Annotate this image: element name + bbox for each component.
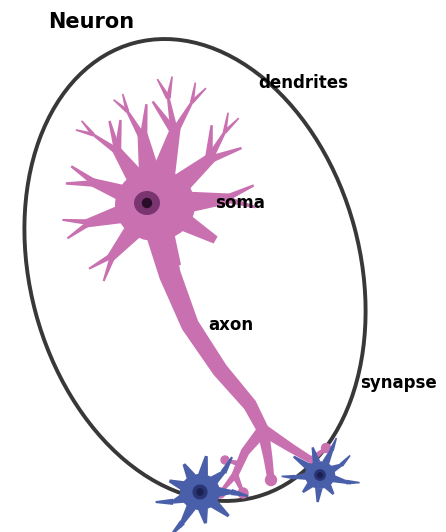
Polygon shape (140, 104, 148, 139)
Polygon shape (219, 473, 238, 494)
Polygon shape (207, 147, 242, 164)
Circle shape (318, 472, 322, 477)
Polygon shape (152, 101, 178, 135)
Polygon shape (223, 112, 229, 132)
Polygon shape (315, 488, 322, 502)
Polygon shape (332, 475, 351, 485)
Polygon shape (122, 94, 129, 112)
Polygon shape (170, 520, 185, 532)
Polygon shape (169, 206, 218, 244)
Polygon shape (148, 234, 268, 433)
Polygon shape (114, 120, 122, 152)
Polygon shape (153, 222, 181, 268)
Polygon shape (137, 133, 163, 186)
Polygon shape (75, 129, 94, 137)
Polygon shape (260, 425, 313, 463)
Polygon shape (210, 500, 230, 517)
Polygon shape (293, 455, 311, 470)
Text: synapse: synapse (360, 374, 437, 392)
Polygon shape (198, 509, 208, 523)
Polygon shape (84, 200, 136, 228)
Polygon shape (166, 76, 173, 98)
Circle shape (197, 489, 203, 495)
Polygon shape (225, 459, 241, 467)
Polygon shape (231, 489, 248, 497)
Polygon shape (309, 457, 330, 473)
Circle shape (238, 488, 248, 498)
Ellipse shape (180, 474, 220, 510)
Polygon shape (223, 184, 254, 202)
Polygon shape (346, 480, 359, 485)
Polygon shape (103, 254, 116, 281)
Ellipse shape (134, 191, 160, 215)
Polygon shape (112, 145, 151, 193)
Polygon shape (232, 473, 244, 494)
Circle shape (215, 488, 225, 498)
Polygon shape (66, 180, 96, 187)
Polygon shape (149, 127, 181, 184)
Polygon shape (171, 99, 194, 135)
Polygon shape (178, 505, 196, 528)
Circle shape (143, 198, 152, 207)
Polygon shape (91, 132, 120, 155)
Polygon shape (224, 196, 256, 209)
Polygon shape (108, 121, 121, 153)
Polygon shape (329, 438, 337, 451)
Polygon shape (210, 469, 227, 485)
Polygon shape (330, 463, 343, 473)
Polygon shape (182, 463, 196, 479)
Polygon shape (107, 215, 149, 261)
Polygon shape (167, 95, 178, 133)
Circle shape (325, 468, 334, 477)
Circle shape (322, 444, 330, 453)
Polygon shape (291, 472, 307, 480)
Polygon shape (190, 82, 196, 103)
Polygon shape (70, 165, 98, 186)
Polygon shape (221, 456, 233, 474)
Text: Neuron: Neuron (48, 12, 134, 32)
Polygon shape (281, 475, 295, 479)
Polygon shape (302, 481, 313, 493)
Polygon shape (125, 108, 147, 141)
Ellipse shape (115, 169, 195, 241)
Polygon shape (223, 118, 240, 134)
Circle shape (221, 456, 229, 464)
Polygon shape (205, 125, 213, 160)
Polygon shape (232, 426, 268, 476)
Polygon shape (325, 484, 334, 495)
Polygon shape (156, 498, 173, 505)
Polygon shape (81, 120, 95, 136)
Ellipse shape (305, 461, 335, 489)
Polygon shape (311, 447, 320, 463)
Text: soma: soma (215, 194, 265, 212)
Circle shape (193, 485, 207, 499)
Polygon shape (164, 153, 216, 200)
Polygon shape (322, 445, 334, 464)
Polygon shape (257, 429, 274, 480)
Polygon shape (309, 447, 327, 463)
Polygon shape (157, 79, 170, 99)
Polygon shape (218, 487, 235, 497)
Polygon shape (205, 129, 227, 162)
Circle shape (265, 475, 277, 486)
Polygon shape (90, 178, 138, 207)
Polygon shape (171, 493, 185, 504)
Polygon shape (62, 219, 91, 226)
Polygon shape (198, 456, 208, 476)
Ellipse shape (124, 176, 186, 234)
Ellipse shape (25, 39, 366, 501)
Polygon shape (169, 479, 185, 491)
Polygon shape (67, 220, 92, 239)
Polygon shape (113, 99, 128, 113)
Text: dendrites: dendrites (258, 74, 348, 92)
Polygon shape (339, 455, 351, 467)
Text: axon: axon (208, 316, 253, 334)
Polygon shape (176, 191, 230, 215)
Circle shape (315, 470, 325, 480)
Polygon shape (88, 252, 115, 270)
Polygon shape (190, 88, 206, 104)
